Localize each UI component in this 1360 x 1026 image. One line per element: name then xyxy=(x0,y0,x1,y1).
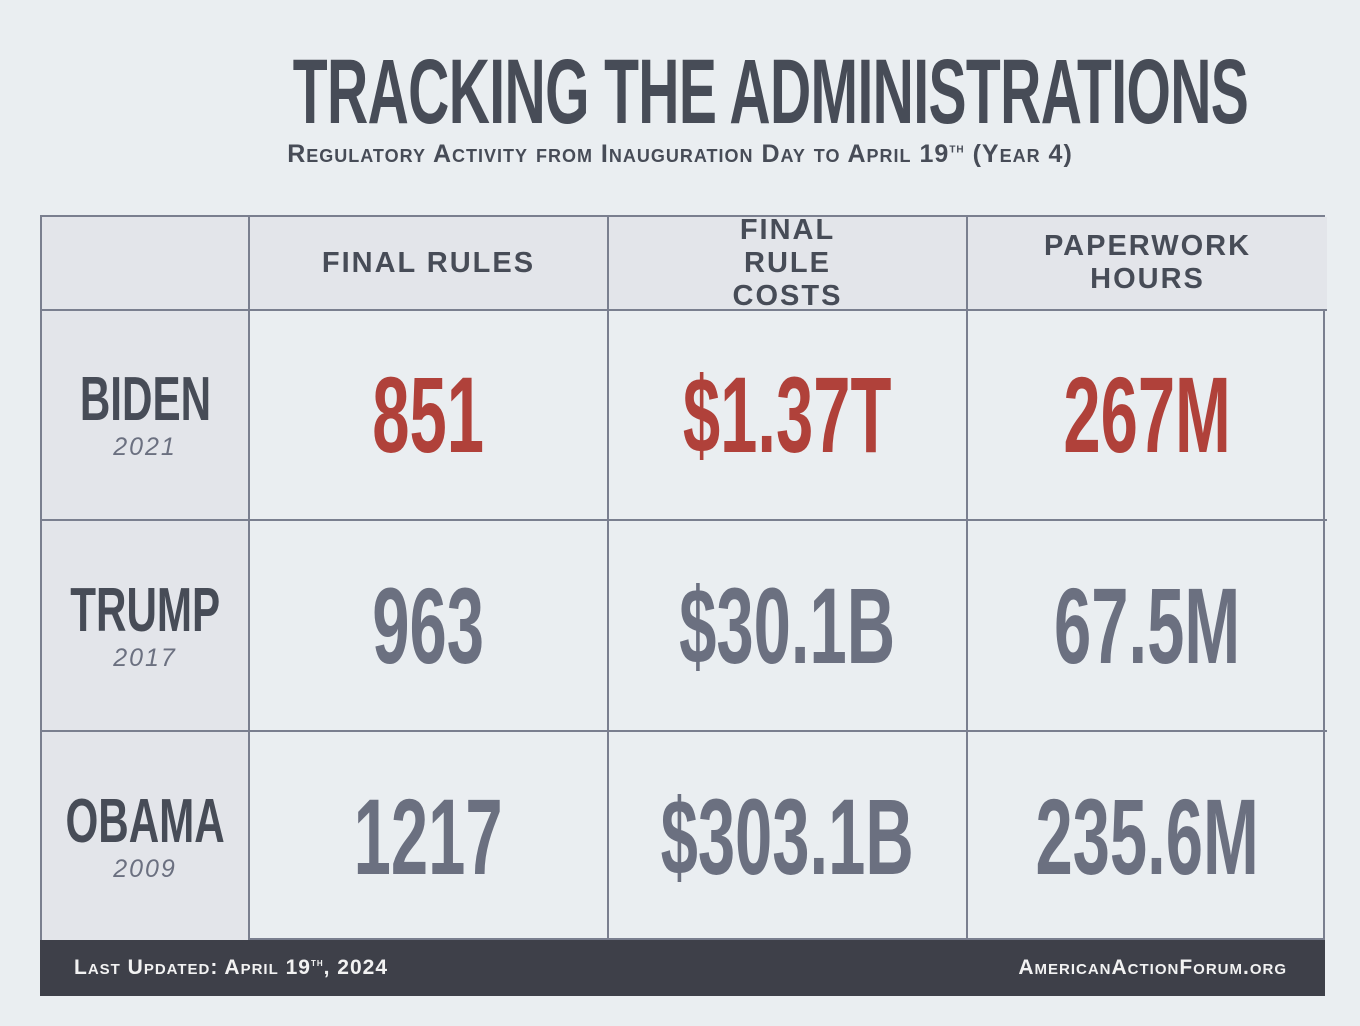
column-header-final-rules: FINAL RULES xyxy=(250,217,609,311)
subtitle: Regulatory Activity from Inauguration Da… xyxy=(0,140,1360,168)
table-cell: $303.1B xyxy=(609,732,968,942)
row-year: 2017 xyxy=(113,643,177,672)
row-name: BIDEN xyxy=(79,365,211,434)
row-name: OBAMA xyxy=(65,787,225,856)
row-year: 2021 xyxy=(113,433,177,461)
subtitle-suffix: (Year 4) xyxy=(964,140,1073,168)
subtitle-text: Regulatory Activity from Inauguration Da… xyxy=(287,140,950,168)
value-trump-paperwork: 67.5M xyxy=(1054,564,1241,686)
table-cell: 963 xyxy=(250,521,609,732)
column-header-final-rule-costs: FINAL RULE COSTS xyxy=(609,217,968,311)
value-obama-final-rules: 1217 xyxy=(354,776,503,897)
value-trump-costs: $30.1B xyxy=(679,564,896,686)
row-header-obama: OBAMA 2009 xyxy=(42,732,250,942)
value-obama-paperwork: 235.6M xyxy=(1035,776,1260,897)
value-biden-final-rules: 851 xyxy=(372,354,485,475)
last-updated: Last Updated: April 19th, 2024 xyxy=(74,956,388,980)
value-biden-costs: $1.37T xyxy=(683,354,892,475)
title-text: TRACKING THE ADMINISTRATIONS xyxy=(292,41,1249,143)
row-header-biden: BIDEN 2021 xyxy=(42,311,250,521)
row-header-trump: TRUMP 2017 xyxy=(42,521,250,732)
data-table: FINAL RULES FINAL RULE COSTS PAPERWORK H… xyxy=(40,215,1327,942)
table-cell: 267M xyxy=(968,311,1327,521)
footer-bar: Last Updated: April 19th, 2024 AmericanA… xyxy=(40,940,1325,996)
row-name: TRUMP xyxy=(70,575,220,645)
table-cell: $1.37T xyxy=(609,311,968,521)
value-biden-paperwork: 267M xyxy=(1063,354,1232,475)
value-obama-costs: $303.1B xyxy=(660,776,915,897)
subtitle-sup: th xyxy=(949,139,965,156)
value-trump-final-rules: 963 xyxy=(372,564,485,686)
page-title: TRACKING THE ADMINISTRATIONS xyxy=(0,46,1360,138)
column-header-paperwork-hours: PAPERWORK HOURS xyxy=(968,217,1327,311)
table-cell: 851 xyxy=(250,311,609,521)
corner-cell xyxy=(42,217,250,311)
updated-suffix: , 2024 xyxy=(323,956,389,979)
table-cell: 1217 xyxy=(250,732,609,942)
updated-sup: th xyxy=(310,957,324,969)
updated-prefix: Last Updated: April 19 xyxy=(74,956,311,979)
table-cell: 235.6M xyxy=(968,732,1327,942)
site-url: AmericanActionForum.org xyxy=(1018,956,1287,979)
table-cell: 67.5M xyxy=(968,521,1327,732)
row-year: 2009 xyxy=(113,855,177,883)
table-cell: $30.1B xyxy=(609,521,968,732)
